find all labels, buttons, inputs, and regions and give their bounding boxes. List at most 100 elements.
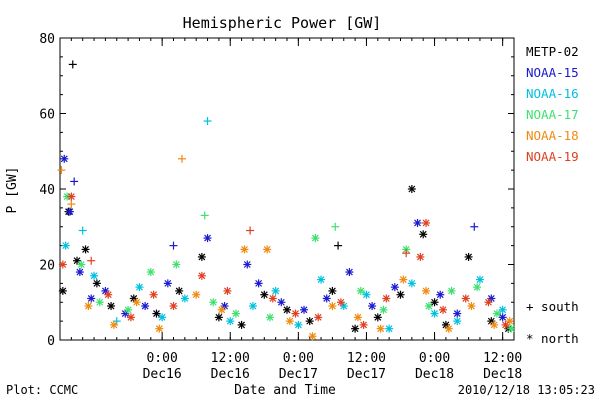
north-point-noaa-15 bbox=[487, 294, 496, 303]
north-point-noaa-19 bbox=[439, 305, 448, 314]
y-tick-label: 40 bbox=[39, 183, 55, 198]
north-point-noaa-16 bbox=[407, 279, 416, 288]
north-point-noaa-18 bbox=[285, 317, 294, 326]
north-point-noaa-18 bbox=[376, 324, 385, 333]
north-point-noaa-15 bbox=[498, 313, 507, 322]
north-point-noaa-16 bbox=[453, 317, 462, 326]
north-point-metp-02 bbox=[92, 279, 101, 288]
north-point-noaa-19 bbox=[268, 294, 277, 303]
north-point-noaa-18 bbox=[84, 302, 93, 311]
north-point-metp-02 bbox=[373, 313, 382, 322]
north-point-noaa-16 bbox=[339, 302, 348, 311]
north-point-noaa-15 bbox=[141, 302, 150, 311]
north-point-noaa-15 bbox=[368, 302, 377, 311]
north-point-noaa-18 bbox=[308, 332, 317, 341]
x-tick-label-time: 12:00 bbox=[211, 351, 250, 366]
footer-timestamp: 2010/12/18 13:05:23 bbox=[458, 383, 595, 397]
north-point-noaa-18 bbox=[240, 245, 249, 254]
north-point-metp-02 bbox=[129, 294, 138, 303]
south-point-noaa-19 bbox=[246, 226, 255, 235]
north-point-noaa-19 bbox=[223, 286, 232, 295]
north-point-noaa-19 bbox=[314, 313, 323, 322]
north-point-noaa-15 bbox=[121, 309, 130, 318]
north-point-noaa-19 bbox=[126, 313, 135, 322]
north-point-noaa-19 bbox=[336, 298, 345, 307]
series-legend: METP-02 NOAA-15 NOAA-16 NOAA-17 NOAA-18 NOAA-… bbox=[526, 44, 579, 164]
south-point-noaa-19 bbox=[402, 249, 411, 258]
north-point-metp-02 bbox=[107, 302, 116, 311]
north-point-noaa-15 bbox=[436, 290, 445, 299]
south-point-metp-02 bbox=[68, 60, 77, 69]
south-point-noaa-15 bbox=[470, 222, 479, 231]
north-point-noaa-18 bbox=[444, 324, 453, 333]
north-point-metp-02 bbox=[407, 185, 416, 193]
north-point-noaa-16 bbox=[158, 313, 167, 322]
x-tick-label-date: Dec17 bbox=[279, 367, 318, 382]
x-tick-label-date: Dec18 bbox=[415, 367, 454, 382]
legend-entry-noaa-16: NOAA-16 bbox=[526, 86, 579, 101]
north-point-metp-02 bbox=[283, 305, 291, 314]
x-tick-label-time: 12:00 bbox=[347, 351, 386, 366]
north-point-noaa-17 bbox=[77, 260, 86, 269]
plot-frame bbox=[59, 37, 515, 341]
x-tick-label-time: 0:00 bbox=[283, 351, 314, 366]
north-point-noaa-19 bbox=[149, 290, 158, 299]
north-point-metp-02 bbox=[430, 298, 439, 307]
north-point-noaa-16 bbox=[362, 290, 371, 299]
north-point-noaa-15 bbox=[203, 234, 212, 243]
north-point-noaa-16 bbox=[294, 320, 303, 329]
x-axis-label: Date and Time bbox=[234, 383, 336, 398]
footer-credit: Plot: CCMC bbox=[6, 383, 78, 397]
x-tick-label-time: 0:00 bbox=[419, 351, 450, 366]
north-point-metp-02 bbox=[214, 313, 223, 322]
north-point-noaa-19 bbox=[461, 294, 470, 303]
y-tick-label: 20 bbox=[39, 259, 55, 274]
north-point-noaa-15 bbox=[390, 283, 399, 292]
north-point-noaa-19 bbox=[67, 192, 76, 201]
x-tick-label-date: Dec17 bbox=[347, 367, 386, 382]
north-point-metp-02 bbox=[260, 290, 269, 299]
south-point-noaa-17 bbox=[331, 222, 340, 231]
legend-entry-noaa-19: NOAA-19 bbox=[526, 149, 579, 164]
north-point-noaa-17 bbox=[492, 309, 501, 318]
north-point-metp-02 bbox=[305, 317, 314, 326]
north-point-metp-02 bbox=[351, 324, 360, 333]
legend-entry-metp-02: METP-02 bbox=[526, 44, 579, 59]
north-point-noaa-16 bbox=[498, 305, 507, 314]
north-point-noaa-19 bbox=[58, 260, 67, 269]
north-point-noaa-19 bbox=[291, 309, 300, 318]
marker-legend-north: * north bbox=[526, 331, 579, 346]
south-point-noaa-15 bbox=[70, 177, 79, 186]
north-point-noaa-18 bbox=[422, 286, 431, 295]
north-point-noaa-15 bbox=[254, 279, 263, 288]
north-point-metp-02 bbox=[464, 252, 473, 261]
north-point-noaa-16 bbox=[430, 309, 439, 318]
north-point-noaa-15 bbox=[163, 279, 172, 288]
north-point-metp-02 bbox=[328, 286, 337, 295]
north-point-noaa-15 bbox=[300, 305, 309, 314]
north-point-noaa-17 bbox=[231, 309, 240, 318]
north-point-noaa-16 bbox=[271, 286, 280, 295]
north-point-metp-02 bbox=[175, 286, 184, 295]
north-point-noaa-16 bbox=[61, 241, 70, 250]
data-points bbox=[57, 60, 516, 341]
north-point-noaa-17 bbox=[265, 313, 274, 322]
north-point-noaa-15 bbox=[60, 154, 69, 163]
north-point-noaa-15 bbox=[277, 298, 286, 307]
x-tick-label-time: 12:00 bbox=[483, 351, 522, 366]
north-point-noaa-17 bbox=[311, 234, 320, 243]
north-point-noaa-16 bbox=[385, 324, 394, 333]
north-point-noaa-15 bbox=[65, 207, 74, 216]
north-point-noaa-16 bbox=[248, 302, 257, 311]
north-point-noaa-18 bbox=[490, 320, 499, 329]
north-point-noaa-19 bbox=[104, 290, 113, 299]
legend-entry-noaa-17: NOAA-17 bbox=[526, 107, 579, 122]
north-point-noaa-17 bbox=[473, 283, 482, 292]
y-axis-label: P [GW] bbox=[5, 167, 20, 214]
north-point-metp-02 bbox=[58, 286, 67, 295]
x-tick-label-date: Dec16 bbox=[143, 367, 182, 382]
north-point-noaa-17 bbox=[124, 305, 133, 314]
north-point-noaa-18 bbox=[155, 324, 164, 333]
north-point-noaa-15 bbox=[243, 260, 252, 269]
